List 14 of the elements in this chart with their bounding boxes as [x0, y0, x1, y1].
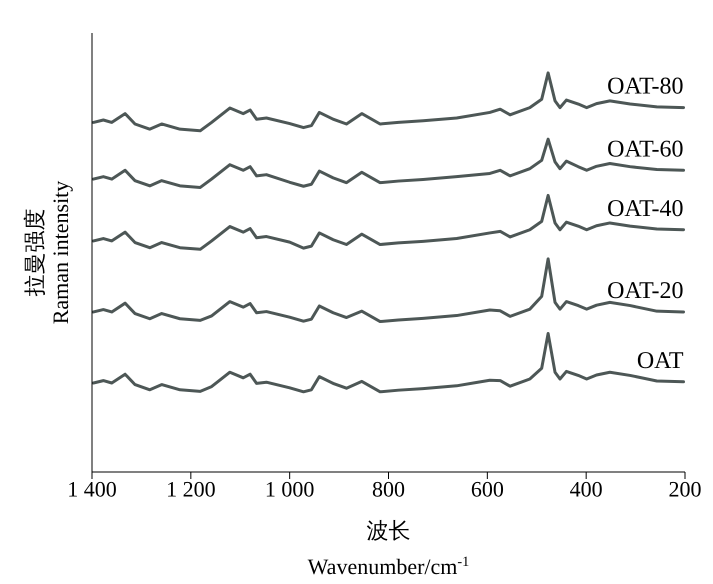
- x-axis-title: 波长 Wavenumber/cm$^{-1}$: [308, 518, 470, 579]
- x-tick-label: 200: [668, 476, 702, 502]
- series-label: OAT: [636, 348, 684, 374]
- series-label: OAT-80: [607, 74, 684, 100]
- series-label: OAT-20: [607, 278, 684, 304]
- x-tick-label: 800: [372, 476, 405, 502]
- series-label: OAT-40: [607, 196, 684, 222]
- series-label: OAT-60: [607, 136, 684, 162]
- x-tick-label: 1 200: [166, 476, 216, 502]
- x-tick-label: 400: [570, 476, 603, 502]
- x-tick-label: 1 000: [264, 476, 314, 502]
- y-axis-title: 拉曼强度 Raman intensity: [22, 180, 73, 324]
- x-tick-label: 1 400: [67, 476, 117, 502]
- x-tick-label: 600: [470, 476, 504, 502]
